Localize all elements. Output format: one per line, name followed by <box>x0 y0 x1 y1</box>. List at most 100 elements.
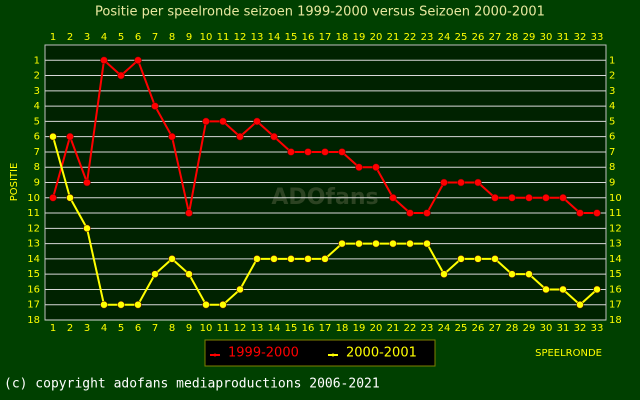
x-tick-label-top: 27 <box>489 32 502 43</box>
data-point <box>559 194 567 202</box>
data-point <box>151 102 159 110</box>
y-tick-label: 11 <box>27 208 40 219</box>
y-tick-label-right: 6 <box>609 132 615 143</box>
data-point <box>219 117 227 126</box>
y-tick-label-right: 4 <box>609 101 615 112</box>
x-tick-label: 10 <box>200 323 213 334</box>
footer: (c) copyright adofans mediaproductions 2… <box>4 377 380 392</box>
x-tick-label: 30 <box>540 323 553 334</box>
legend-box <box>204 339 436 367</box>
x-tick-label: 31 <box>557 323 570 334</box>
data-point <box>134 56 142 65</box>
y-tick-label: 4 <box>34 101 40 112</box>
chart-title: Positie per speelronde seizoen 1999-2000… <box>95 5 545 20</box>
data-point <box>525 194 533 202</box>
data-point <box>423 209 431 217</box>
data-point <box>576 209 584 217</box>
x-tick-label: 20 <box>370 323 383 334</box>
y-axis-label: POSITIE <box>9 163 20 202</box>
x-tick-label: 13 <box>251 323 264 334</box>
data-point <box>304 148 312 156</box>
data-point <box>440 270 448 278</box>
x-tick-label: 1 <box>50 323 56 334</box>
x-tick-label: 12 <box>234 323 247 334</box>
data-point <box>491 194 499 202</box>
x-tick-label-top: 30 <box>540 32 553 43</box>
x-tick-label-top: 24 <box>438 32 451 43</box>
data-point <box>355 163 363 171</box>
y-tick-label: 17 <box>27 300 40 311</box>
y-tick-label: 13 <box>27 239 40 250</box>
data-point <box>372 239 380 248</box>
data-point <box>338 148 346 156</box>
x-tick-label: 22 <box>404 323 417 334</box>
data-point <box>457 255 465 263</box>
x-tick-label-top: 10 <box>200 32 213 43</box>
x-tick-label-top: 28 <box>506 32 519 43</box>
y-tick-label: 1 <box>34 55 40 66</box>
x-tick-label: 21 <box>387 323 400 334</box>
x-tick-label-top: 18 <box>336 32 349 43</box>
data-point <box>100 300 108 309</box>
x-tick-label: 28 <box>506 323 519 334</box>
y-tick-label-right: 15 <box>609 269 622 280</box>
x-tick-label-top: 8 <box>169 32 175 43</box>
y-tick-label: 16 <box>27 284 40 295</box>
y-tick-label-right: 1 <box>609 55 615 66</box>
data-point <box>406 209 414 217</box>
data-point <box>287 255 295 263</box>
y-tick-label: 10 <box>27 193 40 204</box>
x-tick-label: 25 <box>455 323 468 334</box>
x-tick-label: 3 <box>84 323 90 334</box>
legend-label: 2000-2001 <box>346 346 417 361</box>
x-tick-label: 33 <box>591 323 604 334</box>
data-point <box>508 270 516 278</box>
data-point <box>406 239 414 248</box>
data-point <box>134 300 142 309</box>
x-tick-label-top: 7 <box>152 32 158 43</box>
x-tick-label-top: 17 <box>319 32 332 43</box>
x-tick-label-top: 16 <box>302 32 315 43</box>
x-tick-label-top: 15 <box>285 32 298 43</box>
data-point <box>542 285 550 294</box>
x-tick-label: 18 <box>336 323 349 334</box>
x-tick-label: 7 <box>152 323 158 334</box>
x-tick-label: 4 <box>101 323 107 334</box>
data-point <box>355 239 363 248</box>
data-point <box>389 239 397 248</box>
x-tick-label-top: 3 <box>84 32 90 43</box>
data-point <box>202 300 210 309</box>
x-tick-label-top: 12 <box>234 32 247 43</box>
x-tick-label: 17 <box>319 323 332 334</box>
x-tick-label: 26 <box>472 323 485 334</box>
x-tick-label-top: 33 <box>591 32 604 43</box>
data-point <box>236 132 244 141</box>
data-point <box>304 255 312 263</box>
data-point <box>474 178 482 187</box>
x-tick-label: 15 <box>285 323 298 334</box>
y-tick-label-right: 9 <box>609 178 615 189</box>
y-tick-label: 15 <box>27 269 40 280</box>
data-point <box>542 194 550 202</box>
x-tick-label: 23 <box>421 323 434 334</box>
data-point <box>287 148 295 156</box>
y-tick-label-right: 17 <box>609 300 622 311</box>
x-tick-label-top: 32 <box>574 32 587 43</box>
x-tick-label-top: 26 <box>472 32 485 43</box>
x-axis-label: SPEELRONDE <box>535 348 602 359</box>
data-point <box>100 56 108 65</box>
x-tick-label: 8 <box>169 323 175 334</box>
x-tick-label-top: 29 <box>523 32 536 43</box>
x-tick-label: 5 <box>118 323 124 334</box>
x-tick-label: 14 <box>268 323 281 334</box>
y-tick-label-right: 11 <box>609 208 622 219</box>
x-tick-label-top: 4 <box>101 32 107 43</box>
data-point <box>593 209 601 217</box>
data-point <box>66 194 74 202</box>
x-tick-label-top: 11 <box>217 32 230 43</box>
data-point <box>202 117 210 126</box>
y-tick-label: 14 <box>27 254 40 265</box>
y-tick-label-right: 8 <box>609 162 615 173</box>
x-tick-label-top: 19 <box>353 32 366 43</box>
y-tick-label-right: 2 <box>609 71 615 82</box>
